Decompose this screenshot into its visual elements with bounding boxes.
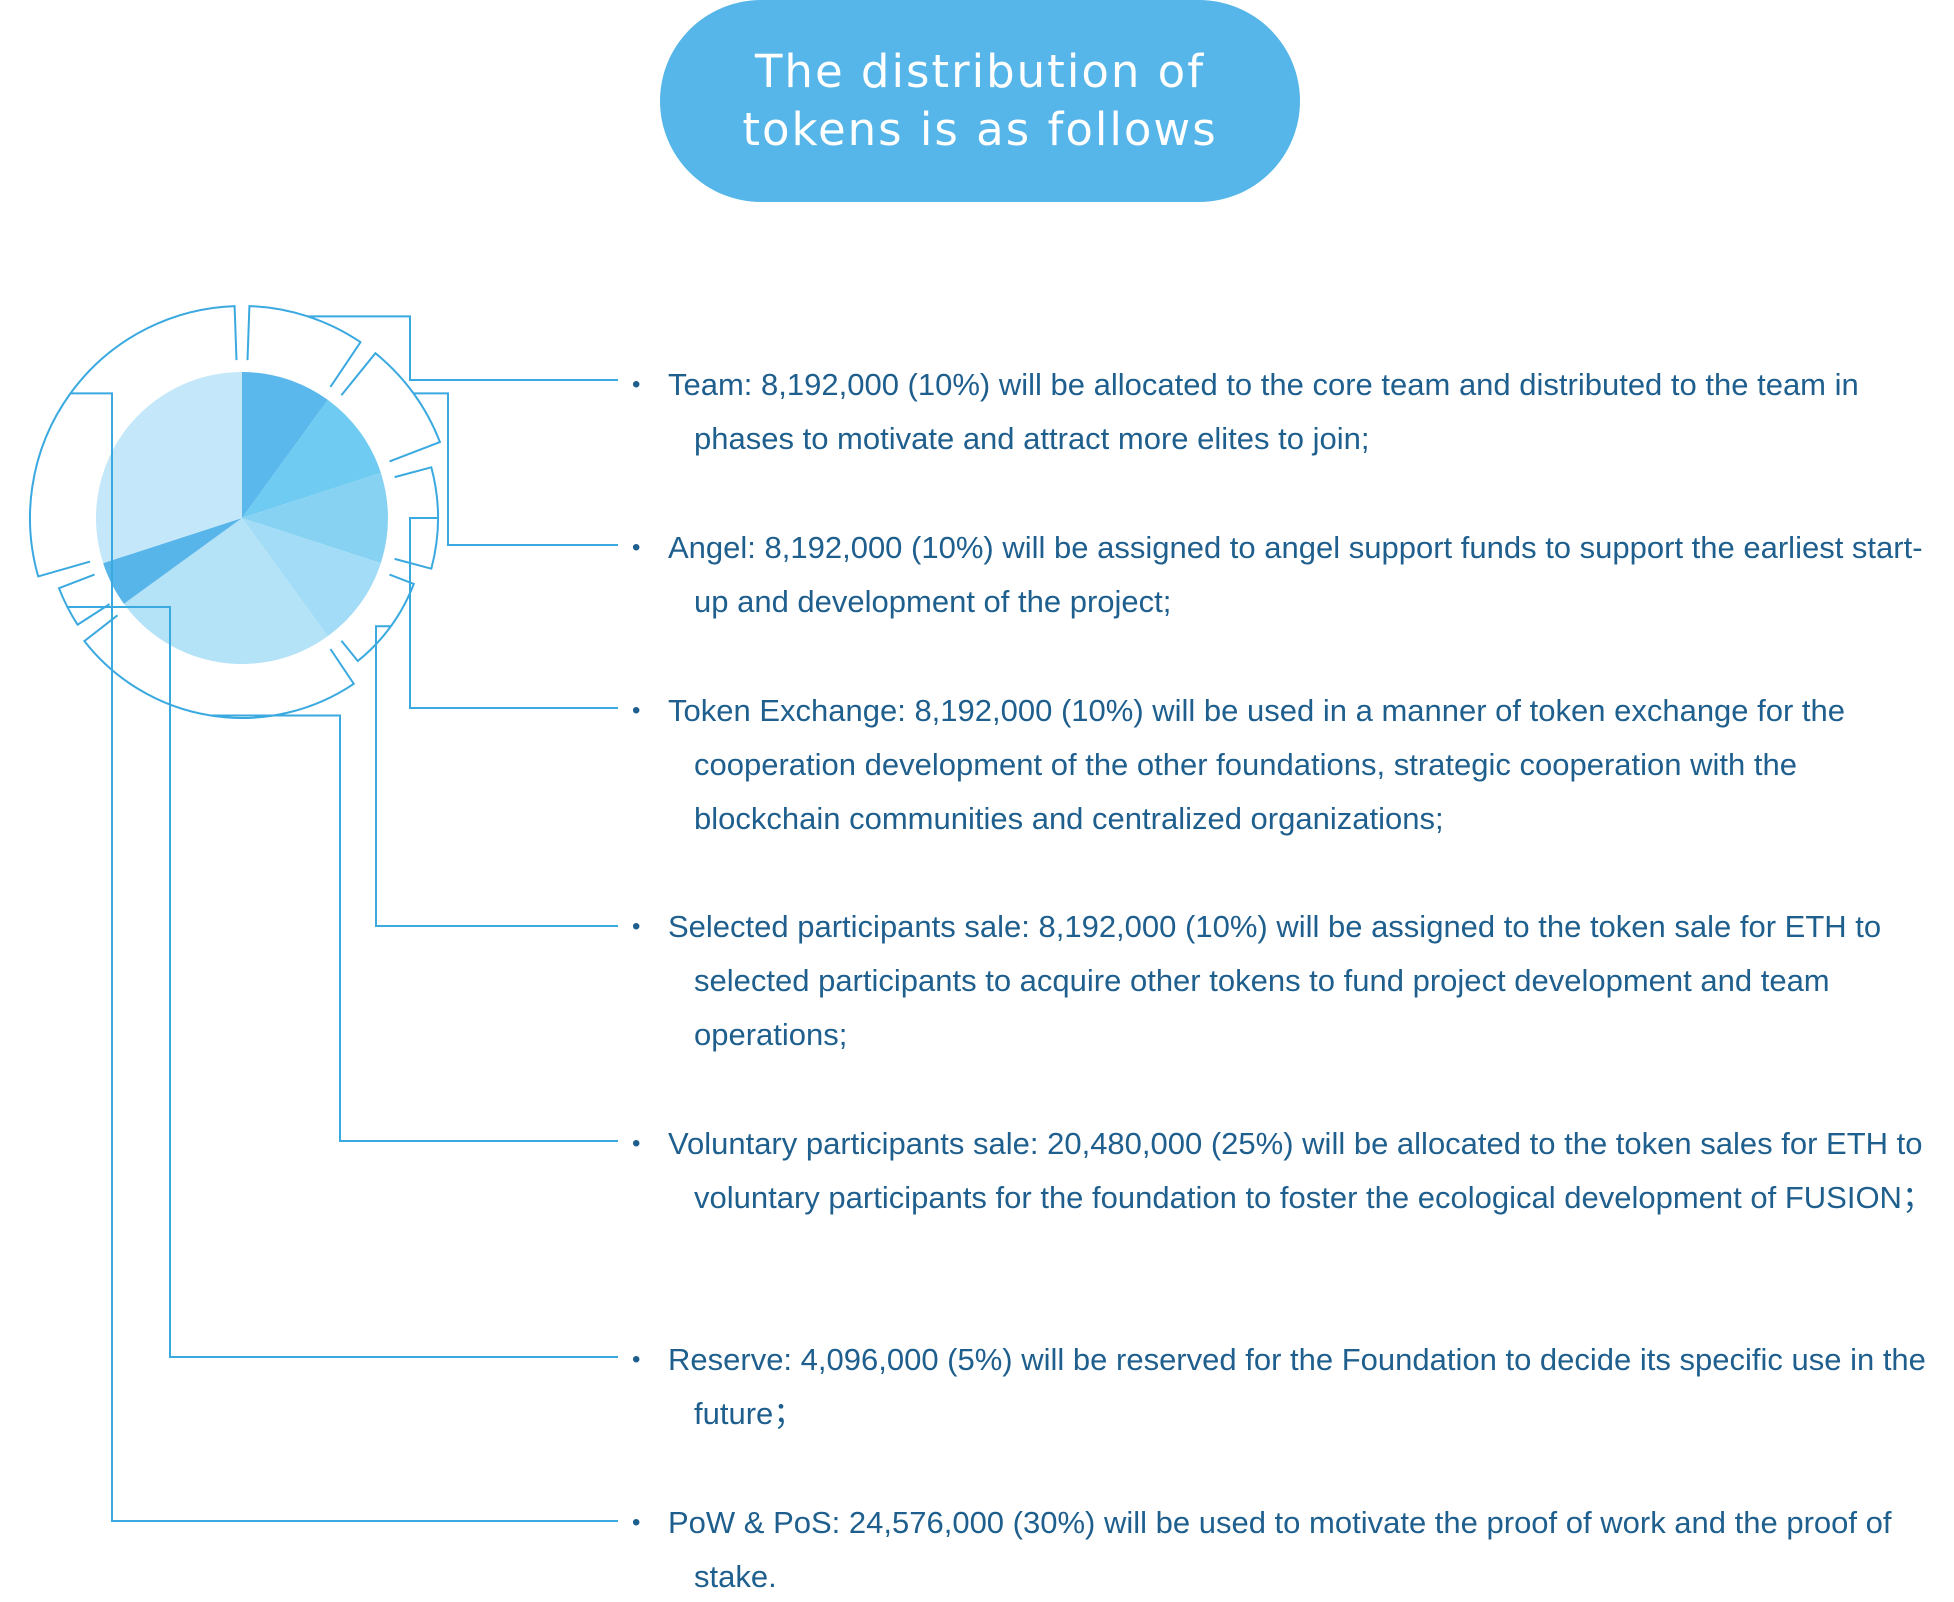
legend-item-team: • Team: 8,192,000 (10%) will be allocate… [632,358,1942,466]
legend-text: Team: 8,192,000 (10%) will be allocated … [668,367,1859,456]
pie-slice-token-exchange [242,472,388,564]
pie-slices [96,372,388,665]
bullet-icon: • [632,1509,641,1536]
callout-bracket-reserve [57,573,111,627]
callout-bracket-angel [340,351,442,463]
bullet-icon: • [632,1130,641,1157]
page-title: The distribution of tokens is as follows [742,45,1218,156]
leader-line-selected-participants-sale [375,625,618,927]
pie-slice-selected-participants-sale [242,518,381,637]
legend-text: Voluntary participants sale: 20,480,000 … [668,1126,1933,1215]
legend-text: Selected participants sale: 8,192,000 (1… [668,909,1882,1052]
leader-lines [28,305,618,1522]
legend-item-angel: • Angel: 8,192,000 (10%) will be assigne… [632,521,1942,629]
legend-text: Token Exchange: 8,192,000 (10%) will be … [668,693,1846,836]
bullet-icon: • [632,534,641,561]
pie-slice-pow-pos [96,372,243,564]
pie-slice-voluntary-participants-sale [123,518,328,665]
pie-slice-angel [242,399,381,518]
leader-line-reserve [67,606,618,1358]
pie-slice-reserve [103,518,243,604]
legend-item-reserve: • Reserve: 4,096,000 (5%) will be reserv… [632,1333,1942,1441]
legend-item-pow-pos: • PoW & PoS: 24,576,000 (30%) will be us… [632,1496,1942,1602]
legend-item-selected-participants-sale: • Selected participants sale: 8,192,000 … [632,900,1942,1062]
legend-text: Reserve: 4,096,000 (5%) will be reserved… [668,1342,1926,1431]
callout-bracket-voluntary-participants-sale [82,614,356,719]
legend-text: PoW & PoS: 24,576,000 (30%) will be used… [668,1505,1892,1594]
leader-line-token-exchange [409,517,618,709]
bullet-icon: • [632,913,641,940]
legend-item-token-exchange: • Token Exchange: 8,192,000 (10%) will b… [632,684,1942,846]
leader-line-angel [413,392,618,546]
leader-line-pow-pos [70,392,618,1522]
pie-slice-team [242,372,328,518]
legend-text: Angel: 8,192,000 (10%) will be assigned … [668,530,1923,619]
bullet-icon: • [632,1346,641,1373]
bullet-icon: • [632,697,641,724]
leader-line-team [307,315,618,381]
bullet-icon: • [632,371,641,398]
callout-bracket-pow-pos [28,305,238,578]
leader-line-voluntary-participants-sale [210,714,618,1142]
legend-item-voluntary-participants-sale: • Voluntary participants sale: 20,480,00… [632,1117,1942,1225]
title-banner: The distribution of tokens is as follows [660,0,1300,202]
callout-bracket-team [246,305,362,388]
